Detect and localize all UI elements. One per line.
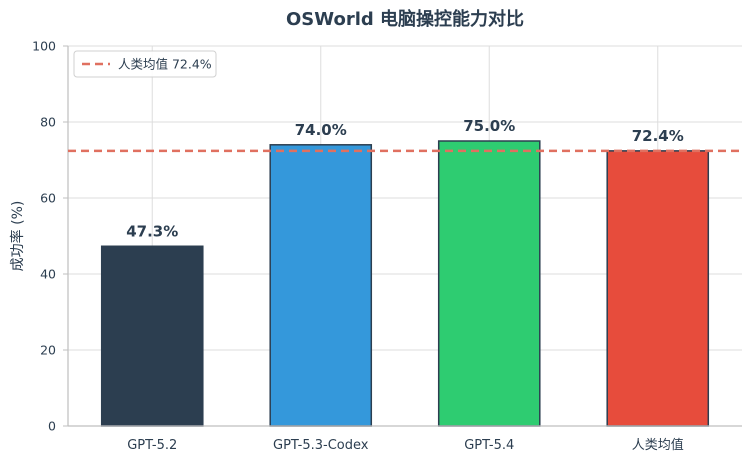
- x-tick-label: GPT-5.3-Codex: [273, 438, 369, 453]
- bar-value-label: 72.4%: [632, 127, 684, 145]
- y-tick-label: 20: [40, 343, 56, 358]
- bar: [606, 150, 710, 427]
- x-tick-label: GPT-5.2: [127, 438, 177, 453]
- y-tick-label: 80: [40, 115, 56, 130]
- y-tick-label: 100: [32, 39, 56, 54]
- x-tick-label: 人类均值: [632, 437, 684, 453]
- bar-value-label: 74.0%: [295, 121, 347, 139]
- legend-label: 人类均值 72.4%: [118, 57, 212, 72]
- bar: [437, 140, 541, 427]
- bar: [100, 245, 204, 427]
- legend-box: [73, 50, 217, 78]
- bar-value-label: 47.3%: [126, 222, 178, 240]
- bar-value-label: 75.0%: [463, 117, 515, 135]
- bar: [269, 144, 373, 427]
- y-tick-label: 40: [40, 267, 56, 282]
- legend: 人类均值 72.4%: [73, 50, 217, 78]
- chart-title: OSWorld 电脑操控能力对比: [286, 8, 524, 30]
- bars: [100, 140, 710, 427]
- y-axis-label: 成功率 (%): [9, 201, 26, 272]
- y-tick-label: 0: [48, 419, 56, 434]
- labels: 0 20 40 60 80 100 47.3% GPT-5.2 74.0% GPT-5.3-Cod…: [32, 39, 684, 454]
- axes: [63, 45, 742, 427]
- x-tick-label: GPT-5.4: [464, 438, 514, 453]
- y-tick-label: 60: [40, 191, 56, 206]
